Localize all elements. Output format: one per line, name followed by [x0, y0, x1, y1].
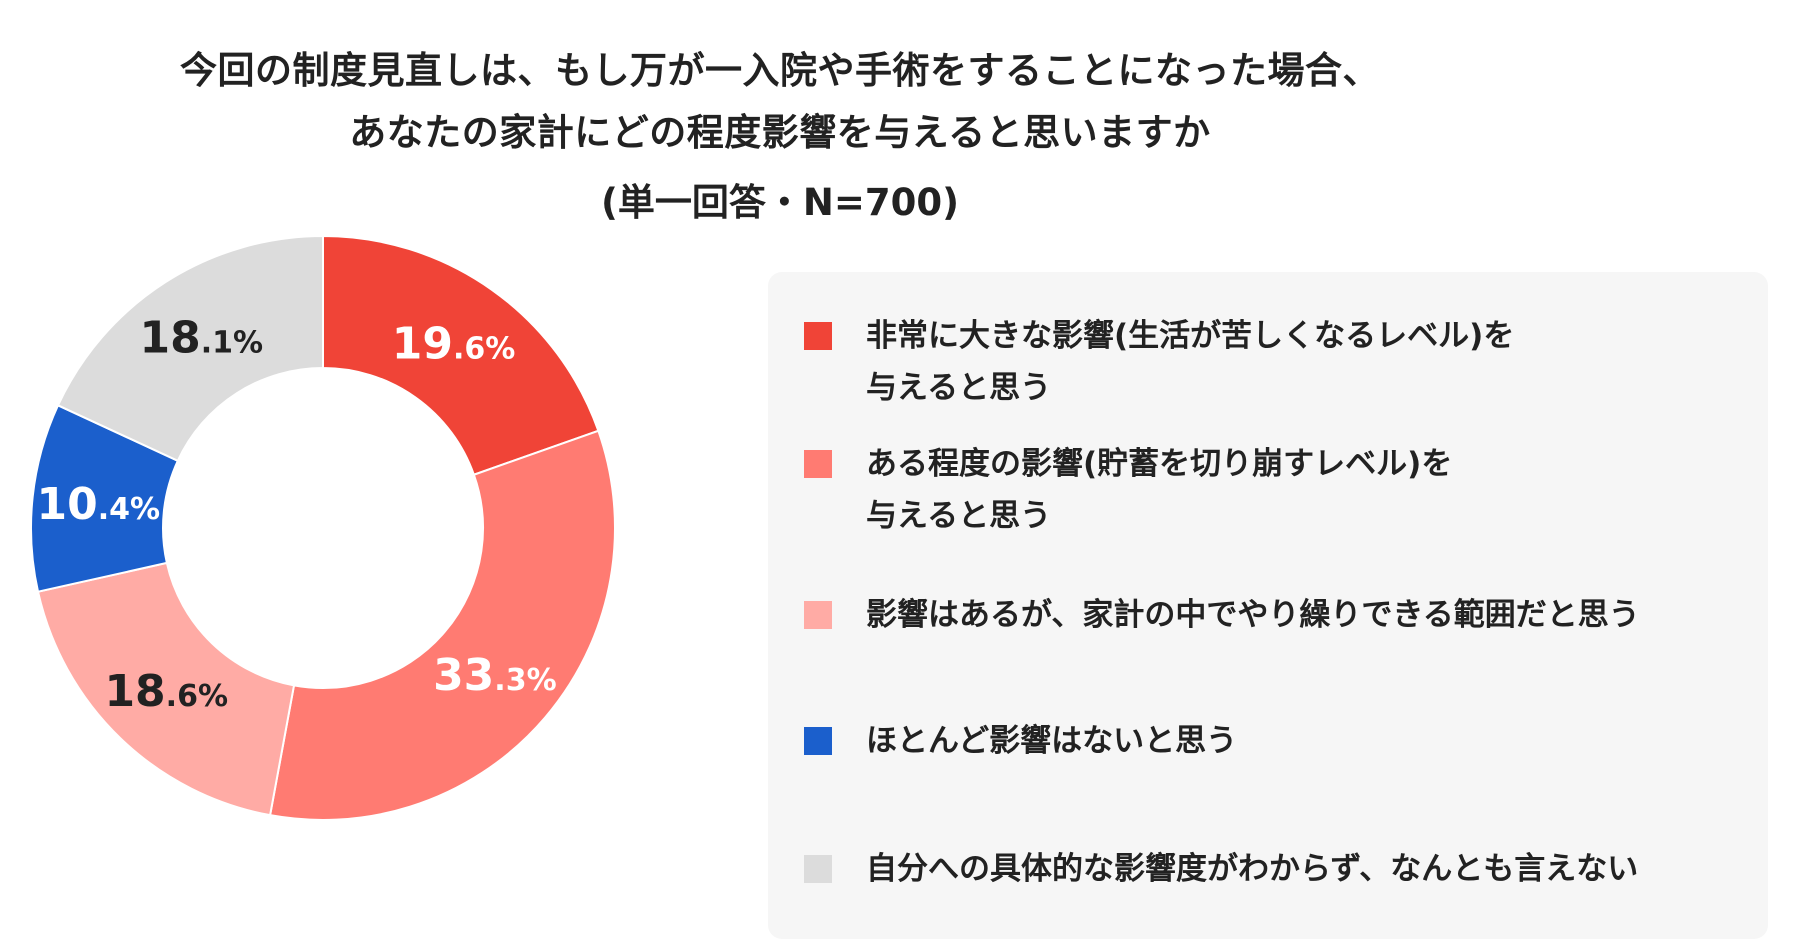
- legend-label-line: 与えると思う: [866, 370, 1052, 406]
- legend-panel: 非常に大きな影響(生活が苦しくなるレベル)を 与えると思う ある程度の影響(貯蓄…: [768, 272, 1768, 939]
- legend-item-very-large: 非常に大きな影響(生活が苦しくなるレベル)を 与えると思う: [804, 310, 1744, 414]
- legend-label: 自分への具体的な影響度がわからず、なんとも言えない: [866, 843, 1638, 895]
- legend-item-manageable: 影響はあるが、家計の中でやり繰りできる範囲だと思う: [804, 589, 1744, 641]
- legend-label-line: 非常に大きな影響(生活が苦しくなるレベル)を: [866, 318, 1515, 354]
- slice-value-label: 19.6%: [392, 319, 516, 370]
- legend-item-unknown: 自分への具体的な影響度がわからず、なんとも言えない: [804, 843, 1744, 895]
- donut-slice: [36, 561, 296, 817]
- donut-slice: [268, 429, 616, 821]
- legend-swatch: [804, 727, 832, 755]
- legend-label: 非常に大きな影響(生活が苦しくなるレベル)を 与えると思う: [866, 310, 1514, 414]
- legend-label: 影響はあるが、家計の中でやり繰りできる範囲だと思う: [866, 589, 1640, 641]
- legend-swatch: [804, 322, 832, 350]
- donut-chart: 19.6% 33.3% 18.6% 10.4% 18.1%: [30, 234, 616, 821]
- legend-swatch: [804, 855, 832, 883]
- legend-label: ほとんど影響はないと思う: [866, 715, 1237, 767]
- slice-value-label: 18.1%: [140, 313, 264, 364]
- chart-title-line-2: あなたの家計にどの程度影響を与えると思いますか: [349, 111, 1211, 154]
- legend-label: ある程度の影響(貯蓄を切り崩すレベル)を 与えると思う: [866, 438, 1452, 542]
- legend-label-line: 影響はあるが、家計の中でやり繰りできる範囲だと思う: [866, 597, 1640, 633]
- legend-swatch: [804, 450, 832, 478]
- slice-value-label: 18.6%: [104, 666, 228, 717]
- legend-swatch: [804, 601, 832, 629]
- legend-item-little: ほとんど影響はないと思う: [804, 715, 1744, 767]
- chart-title-line-1: 今回の制度見直しは、もし万が一入院や手術をすることになった場合、: [180, 49, 1380, 92]
- legend-label-line: ほとんど影響はないと思う: [866, 723, 1238, 759]
- donut-slice: [322, 234, 600, 477]
- legend-item-some: ある程度の影響(貯蓄を切り崩すレベル)を 与えると思う: [804, 438, 1744, 542]
- donut-slice: [56, 234, 324, 463]
- legend-label-line: ある程度の影響(貯蓄を切り崩すレベル)を: [866, 446, 1453, 482]
- legend-label-line: 与えると思う: [866, 498, 1052, 534]
- slice-value-label: 10.4%: [36, 479, 160, 530]
- chart-subtitle: (単一回答・N=700): [600, 181, 960, 224]
- legend-label-line: 自分への具体的な影響度がわからず、なんとも言えない: [866, 851, 1639, 887]
- chart-title-block: 今回の制度見直しは、もし万が一入院や手術をすることになった場合、 あなたの家計に…: [0, 40, 1560, 234]
- slice-value-label: 33.3%: [433, 650, 557, 701]
